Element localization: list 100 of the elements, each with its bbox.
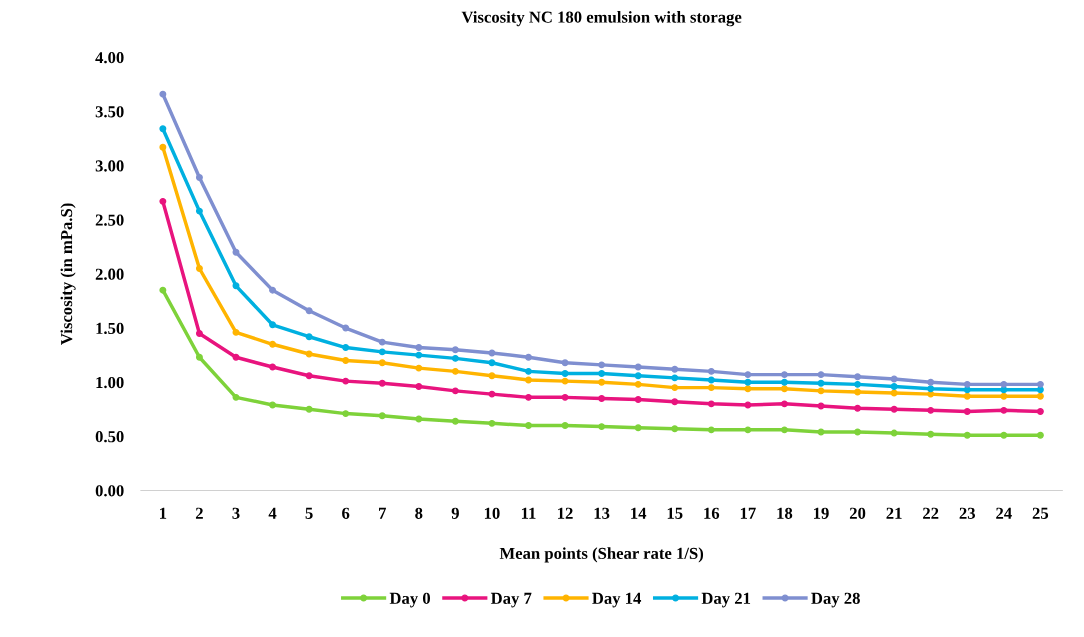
point: [378, 379, 386, 387]
point: [890, 405, 898, 413]
x-tick-label: 1: [160, 507, 167, 519]
x-tick-label: 18: [777, 507, 793, 519]
point: [744, 385, 752, 393]
point: [305, 372, 313, 380]
point: [854, 380, 862, 388]
legend-label: Day 14: [592, 592, 642, 608]
point: [927, 390, 935, 398]
point: [963, 407, 971, 415]
point: [927, 430, 935, 438]
point: [707, 384, 715, 392]
point: [305, 333, 313, 341]
y-tick-label: 1.50: [96, 322, 124, 335]
point: [671, 365, 679, 373]
point: [342, 344, 350, 352]
x-tick-label: 5: [305, 507, 313, 519]
point: [305, 307, 313, 315]
x-tick-label: 12: [558, 507, 573, 519]
point: [378, 348, 386, 356]
chart-title: Viscosity NC 180 emulsion with storage: [461, 11, 742, 27]
point: [561, 422, 569, 429]
point: [488, 390, 496, 398]
point: [415, 351, 423, 359]
point: [780, 400, 788, 408]
x-tick-label: 4: [268, 507, 277, 519]
point: [671, 425, 679, 433]
point: [634, 372, 642, 380]
point: [415, 344, 423, 352]
point: [232, 248, 240, 256]
point: [707, 367, 715, 375]
point: [598, 370, 606, 378]
point: [488, 359, 496, 367]
x-tick-label: 19: [814, 507, 829, 519]
y-tick-label: 0.50: [95, 431, 124, 443]
point: [634, 396, 642, 403]
point: [1036, 392, 1044, 400]
y-axis-title: Viscosity (in mPa.S): [60, 203, 76, 345]
point: [451, 354, 459, 362]
x-tick-label: 17: [740, 507, 756, 519]
point: [890, 375, 898, 383]
point: [890, 383, 898, 391]
point: [378, 338, 386, 346]
point: [195, 174, 203, 182]
point: [159, 197, 167, 205]
x-tick-label: 10: [484, 507, 500, 519]
point: [232, 353, 240, 361]
point: [269, 340, 277, 348]
point: [415, 364, 423, 372]
point: [525, 422, 532, 429]
point: [854, 373, 862, 381]
point: [598, 423, 606, 431]
point: [342, 324, 350, 332]
x-tick-label: 16: [704, 507, 720, 519]
point: [561, 359, 569, 367]
x-tick-label: 24: [996, 507, 1012, 519]
point: [525, 376, 532, 384]
point: [890, 429, 898, 437]
point: [378, 412, 386, 420]
point: [1036, 407, 1044, 415]
point: [269, 286, 277, 294]
point: [269, 321, 277, 329]
point: [159, 90, 167, 98]
legend-label: Day 7: [490, 592, 532, 608]
point: [269, 363, 277, 371]
legend-label: Day 28: [811, 592, 860, 608]
point: [744, 378, 752, 386]
point: [159, 125, 167, 133]
point: [780, 385, 788, 393]
point: [451, 367, 459, 375]
point: [780, 426, 788, 434]
x-tick-label: 21: [886, 507, 902, 519]
point: [305, 350, 313, 358]
point: [598, 378, 606, 386]
point: [342, 410, 350, 418]
point: [415, 415, 423, 423]
point: [195, 207, 203, 215]
point: [451, 387, 459, 395]
point: [269, 401, 277, 409]
point: [963, 380, 971, 388]
point: [342, 377, 350, 385]
y-tick-label: 3.50: [95, 106, 124, 118]
point: [195, 353, 203, 361]
point: [1000, 431, 1008, 439]
point: [671, 384, 679, 392]
point: [780, 371, 788, 379]
point: [927, 385, 935, 393]
point: [927, 378, 935, 386]
x-tick-label: 20: [849, 507, 866, 519]
point: [561, 377, 569, 385]
y-tick-label: 2.00: [95, 268, 124, 280]
point: [780, 378, 788, 386]
point: [634, 380, 642, 388]
x-tick-label: 2: [195, 507, 203, 519]
legend-label: Day 21: [701, 592, 751, 608]
point: [159, 286, 167, 294]
x-tick-label: 11: [521, 507, 536, 519]
point: [525, 393, 532, 401]
y-tick-label: 2.50: [95, 214, 124, 226]
point: [854, 388, 862, 396]
